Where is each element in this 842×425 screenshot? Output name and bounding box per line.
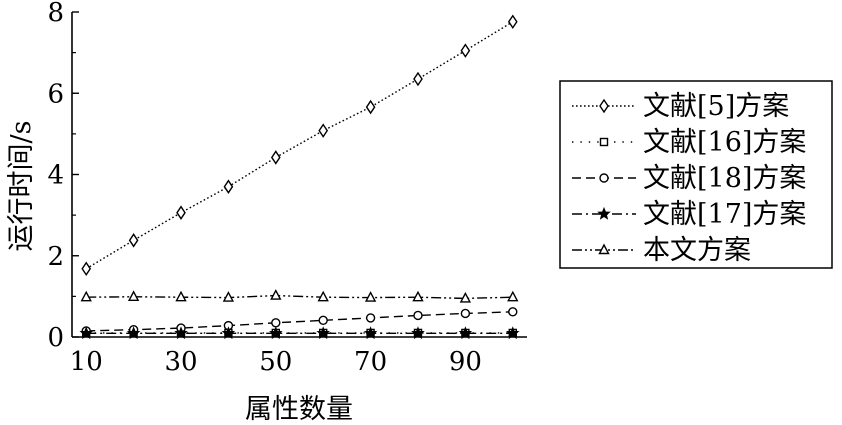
series-1 [81,14,518,277]
legend-label: 文献[16]方案 [643,127,806,158]
data-point [506,326,520,340]
series-3 [81,307,518,336]
legend-label: 文献[18]方案 [643,163,806,194]
y-tick-label: 0 [47,323,64,353]
data-point [80,290,92,302]
x-tick-label: 30 [164,347,197,377]
series-line [86,294,513,300]
data-point [459,291,472,303]
series-5 [80,289,519,303]
data-point [270,289,282,300]
data-point [221,326,236,340]
legend-item: 文献[17]方案 [572,199,806,230]
data-point [270,150,281,165]
data-point [413,71,423,87]
data-point [176,205,186,220]
data-point [223,179,234,194]
legend-label: 文献[5]方案 [643,91,789,122]
data-point [365,99,376,115]
data-point [318,315,328,326]
x-tick-label: 50 [259,347,292,377]
data-point [460,308,471,319]
legend-item: 本文方案 [572,235,751,266]
x-axis-title: 属性数量 [245,394,353,425]
series-line [85,21,514,270]
data-point [507,14,518,30]
legend-label: 本文方案 [643,235,751,266]
y-tick-label: 6 [47,79,64,109]
legend-item: 文献[18]方案 [572,163,806,194]
data-point [81,261,92,277]
legend-marker [599,137,609,147]
legend-item: 文献[5]方案 [572,91,789,122]
y-tick-label: 2 [47,242,64,272]
x-tick-label: 10 [70,347,103,377]
data-point [317,290,329,302]
legend-marker [598,243,610,255]
series-line [86,311,513,332]
data-point [412,290,424,302]
data-point [507,290,519,302]
data-point [508,307,518,317]
data-point [413,310,423,321]
y-tick-label: 4 [47,161,64,191]
legend-marker [597,206,611,220]
legend-item: 文献[16]方案 [572,127,806,158]
legend-label: 文献[17]方案 [643,199,806,230]
x-tick-label: 70 [354,347,387,377]
y-tick-label: 8 [47,0,64,28]
data-point [318,123,329,138]
plot-area [79,14,520,340]
y-axis-title: 运行时间/s [6,121,37,252]
legend-marker [599,98,609,114]
data-point [365,313,376,323]
data-point [222,291,235,302]
data-point [126,326,141,340]
data-point [364,291,377,302]
data-point [128,233,139,248]
data-point [411,326,425,340]
data-point [271,318,281,328]
data-point [127,290,140,301]
legend-marker [599,173,609,183]
data-point [460,43,471,58]
data-point [175,290,187,302]
data-point [316,326,330,340]
x-tick-label: 90 [449,347,482,377]
axes: 10 30 50 70 90 0 2 4 6 8 [47,0,527,377]
